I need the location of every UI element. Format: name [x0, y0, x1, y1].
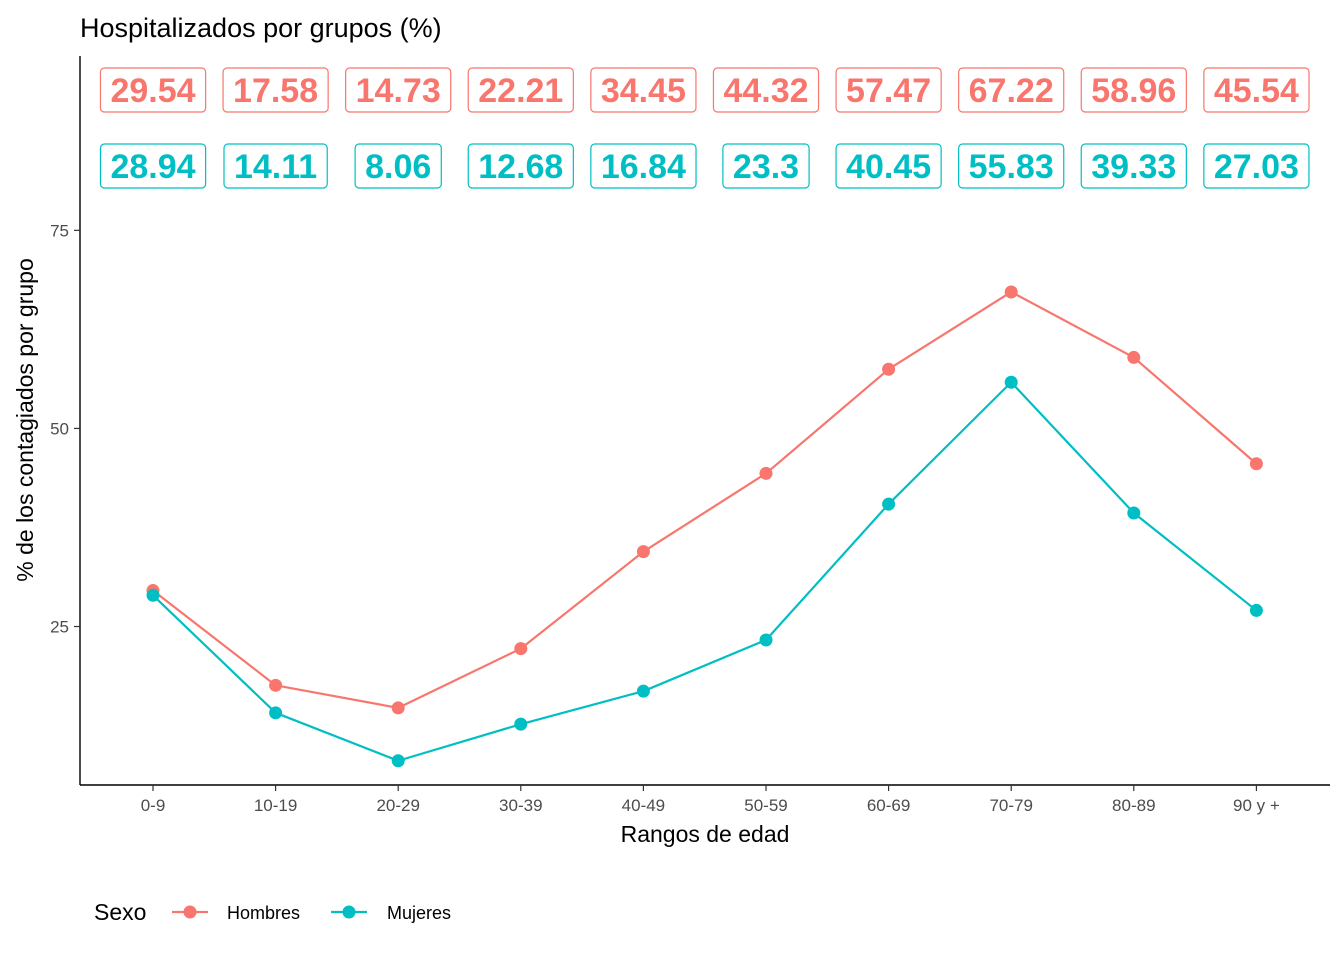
- mujeres-value-box-2: [354, 143, 442, 189]
- plot-area: 29.54 17.58 14.73 22.21 34.45 44.32 57.47 67.22…: [99, 67, 1310, 768]
- x-tick-label-7: 70-79: [989, 796, 1032, 815]
- hombres-value-label-5: 44.32: [723, 72, 808, 110]
- y-tick-label-25: 25: [50, 618, 69, 637]
- hombres-line: [152, 290, 1258, 710]
- hombres-value-box-8: [1080, 67, 1187, 113]
- mujeres-value-label-7: 55.83: [969, 148, 1054, 186]
- mujeres-value-label-9: 27.03: [1214, 148, 1299, 186]
- x-tick-label-3: 30-39: [499, 796, 542, 815]
- hombres-point-7: [1004, 285, 1018, 299]
- mujeres-point-7: [1004, 375, 1018, 389]
- mujeres-point-0: [146, 588, 160, 602]
- mujeres-value-box-5: [722, 143, 810, 189]
- mujeres-value-box-9: [1203, 143, 1310, 189]
- hombres-point-9: [1249, 457, 1263, 471]
- x-tick-label-9: 90 y +: [1233, 796, 1280, 815]
- hombres-value-box-2: [345, 67, 452, 113]
- hombres-point-4: [636, 545, 650, 559]
- mujeres-point-1: [269, 706, 283, 720]
- mujeres-value-label-1: 14.11: [234, 148, 317, 186]
- mujeres-value-label-4: 16.84: [601, 148, 686, 186]
- hombres-value-box-6: [835, 67, 942, 113]
- mujeres-value-box-7: [958, 143, 1065, 189]
- mujeres-value-label-8: 39.33: [1091, 148, 1176, 186]
- mujeres-point-4: [636, 684, 650, 698]
- x-tick-label-4: 40-49: [622, 796, 665, 815]
- hombres-value-box-1: [222, 67, 329, 113]
- hombres-value-box-0: [99, 67, 207, 113]
- x-tick-label-5: 50-59: [744, 796, 787, 815]
- hombres-point-1: [269, 678, 283, 692]
- mujeres-value-label-2: 8.06: [365, 148, 431, 186]
- series-mujeres: [146, 375, 1263, 768]
- hombres-value-label-3: 22.21: [478, 72, 563, 110]
- mujeres-value-label-5: 23.3: [733, 148, 799, 186]
- y-tick-label-50: 50: [50, 419, 69, 438]
- mujeres-point-5: [759, 633, 773, 647]
- mujeres-value-label-3: 12.68: [478, 148, 563, 186]
- mujeres-value-box-0: [99, 143, 207, 189]
- legend-label-mujeres: Mujeres: [387, 903, 451, 923]
- hombres-point-6: [882, 362, 896, 376]
- hombres-value-label-1: 17.58: [233, 72, 318, 110]
- mujeres-point-6: [882, 497, 896, 511]
- hombres-value-label-6: 57.47: [846, 72, 931, 110]
- y-tick-label-75: 75: [50, 221, 69, 240]
- mujeres-point-3: [514, 717, 528, 731]
- mujeres-point-2: [391, 754, 405, 768]
- mujeres-point-9: [1249, 603, 1263, 617]
- hombres-value-labels: 29.54 17.58 14.73 22.21 34.45 44.32 57.47 67.22…: [99, 67, 1310, 113]
- hombres-value-label-0: 29.54: [110, 72, 195, 110]
- hombres-value-box-5: [712, 67, 820, 113]
- chart-title: Hospitalizados por grupos (%): [80, 13, 442, 43]
- hombres-value-box-4: [590, 67, 697, 113]
- x-tick-label-2: 20-29: [376, 796, 419, 815]
- mujeres-value-box-4: [590, 143, 697, 189]
- hombres-value-box-7: [958, 67, 1065, 113]
- legend-title: Sexo: [94, 899, 146, 925]
- hombres-value-box-3: [467, 67, 574, 113]
- x-tick-label-0: 0-9: [141, 796, 166, 815]
- hombres-point-3: [514, 642, 528, 656]
- hombres-point-2: [391, 701, 405, 715]
- legend: Sexo Hombres Mujeres: [94, 899, 451, 925]
- mujeres-point-8: [1127, 506, 1141, 520]
- hombres-point-8: [1127, 350, 1141, 364]
- x-axis-title: Rangos de edad: [621, 821, 790, 847]
- hombres-value-label-7: 67.22: [969, 72, 1054, 110]
- mujeres-value-box-8: [1080, 143, 1187, 189]
- y-axis-ticks: 25 50 75: [50, 221, 80, 637]
- mujeres-value-box-1: [223, 143, 328, 189]
- x-tick-label-6: 60-69: [867, 796, 910, 815]
- hombres-value-label-9: 45.54: [1214, 72, 1299, 110]
- mujeres-value-labels: 28.94 14.11 8.06 12.68 16.84 23.3 40.45 55.83 39…: [99, 143, 1310, 189]
- hombres-value-label-8: 58.96: [1091, 72, 1176, 110]
- legend-item-hombres: Hombres: [172, 903, 300, 923]
- hombres-value-label-4: 34.45: [601, 72, 686, 110]
- hombres-point-5: [759, 466, 773, 480]
- legend-label-hombres: Hombres: [227, 903, 300, 923]
- series-hombres: [146, 285, 1263, 715]
- hombres-value-box-9: [1203, 67, 1310, 113]
- mujeres-value-box-3: [467, 143, 574, 189]
- legend-marker-hombres: [183, 905, 197, 919]
- mujeres-line: [152, 381, 1258, 762]
- mujeres-value-box-6: [835, 143, 942, 189]
- hombres-value-label-2: 14.73: [356, 72, 441, 110]
- legend-item-mujeres: Mujeres: [331, 903, 451, 923]
- legend-marker-mujeres: [342, 905, 356, 919]
- y-axis-title: % de los contagiados por grupo: [12, 258, 38, 582]
- x-tick-label-1: 10-19: [254, 796, 297, 815]
- x-tick-label-8: 80-89: [1112, 796, 1155, 815]
- mujeres-value-label-6: 40.45: [846, 148, 931, 186]
- mujeres-value-label-0: 28.94: [110, 148, 195, 186]
- x-axis-ticks: 0-9 10-19 20-29 30-39 40-49 50-59 60-69 70-79 80…: [141, 785, 1280, 815]
